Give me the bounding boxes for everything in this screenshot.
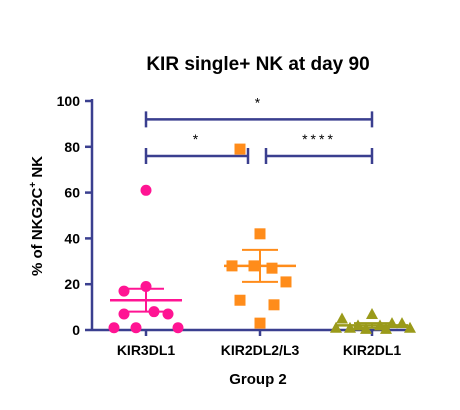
data-point [162,308,174,320]
y-axis-label-suffix: NK [29,156,46,182]
data-point [118,308,130,320]
data-point [330,321,342,333]
data-point [172,322,184,334]
x-tick-label: KIR2DL1 [343,342,402,358]
y-axis-label-main: % of NKG2C [29,188,46,277]
data-point [280,276,292,288]
chart-title: KIR single+ NK at day 90 [146,54,369,75]
significance-label: * [193,131,201,147]
y-tick-label: 60 [64,185,80,201]
significance-label: * [255,94,263,110]
y-axis-label: % of NKG2C+ NK [28,156,46,276]
significance-annotations: ** **** [144,94,374,164]
x-tick-label: KIR3DL1 [117,342,176,358]
data-point [254,228,266,240]
data-point [108,322,120,334]
data-point [336,312,348,324]
data-point [140,184,152,196]
data-point [226,260,238,272]
y-axis-label-sup: + [28,182,39,188]
y-tick-label: 80 [64,139,80,155]
data-point [234,143,246,155]
y-tick-label: 40 [64,230,80,246]
data-point [404,321,416,333]
data-point [234,294,246,306]
y-tick-label: 0 [72,322,80,338]
significance-bracket [144,111,374,128]
data-point [248,260,260,272]
significance-label: **** [302,131,336,147]
data-point [268,299,280,311]
data-point [396,317,408,329]
data-point [266,262,278,274]
significance-bracket [264,147,374,164]
data-point [366,307,378,319]
data-point [386,317,398,329]
data-point [352,319,364,331]
significance-bracket [144,147,250,164]
data-point [148,306,160,318]
data-point [380,322,392,334]
data-point [360,322,372,334]
x-axis-label: Group 2 [229,371,287,388]
data-point [118,285,130,297]
data-point [374,319,386,331]
data-points [108,143,416,334]
y-tick-label: 100 [57,93,81,109]
data-point [254,317,266,329]
data-point [344,321,356,333]
axes: 0 20 40 60 80 100 KIR3DL1 KIR2DL2/L3 KIR2DL1 [57,93,412,358]
data-point [130,322,142,334]
y-tick-label: 20 [64,276,80,292]
x-tick-label: KIR2DL2/L3 [221,342,300,358]
data-point [140,280,152,292]
